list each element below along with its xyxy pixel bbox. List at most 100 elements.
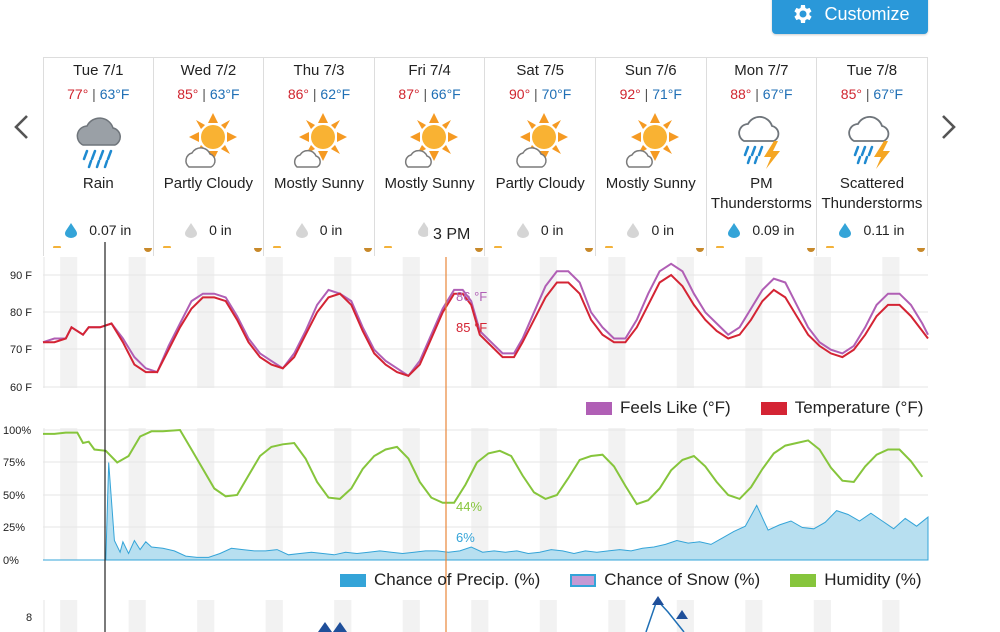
legend-swatch-precip	[340, 573, 366, 587]
y-tick-label: 75%	[3, 457, 25, 469]
y-tick-label: 70 F	[10, 344, 32, 356]
precip-row: 0.09 in	[707, 222, 817, 238]
night-band	[745, 257, 763, 388]
legend-feels-like[interactable]: Feels Like (°F)	[586, 398, 731, 418]
day-card[interactable]: Sat 7/5 90° | 70°F Partly Cloudy 0 in	[485, 58, 596, 256]
day-date: Sat 7/5	[516, 62, 564, 79]
day-card[interactable]: Mon 7/7 88° | 67°F PM Thunderstorms 0.09 in	[707, 58, 818, 256]
thunderstorm-icon	[848, 115, 891, 169]
night-band	[334, 257, 352, 388]
series-temperature-line[interactable]	[43, 273, 929, 377]
legend-precip[interactable]: Chance of Precip. (%)	[340, 570, 540, 590]
raindrop-icon	[839, 222, 852, 238]
precip-row: 0 in	[485, 222, 595, 238]
raindrop-icon	[516, 222, 529, 238]
day-card[interactable]: Fri 7/4 87° | 66°F Mostly Sunny	[375, 58, 486, 256]
legend-snow[interactable]: Chance of Snow (%)	[570, 570, 760, 590]
sun-event-markers	[162, 246, 262, 252]
night-band	[60, 257, 78, 388]
day-card[interactable]: Sun 7/6 92° | 71°F Mostly Sunny 0 in	[596, 58, 707, 256]
day-card[interactable]: Tue 7/8 85° | 67°F Scattered Thunderstorms…	[817, 58, 928, 256]
temperature-legend: Feels Like (°F) Temperature (°F)	[556, 398, 923, 418]
precip-row: 0 in	[154, 222, 264, 238]
precip-amount: 0 in	[540, 222, 564, 238]
day-card[interactable]: Wed 7/2 85° | 63°F Partly Cloudy 0 in	[154, 58, 265, 256]
wind-arrow-icon	[333, 622, 347, 632]
temp-low: 62°F	[320, 86, 351, 102]
precip-amount: 0.07 in	[89, 222, 132, 238]
night-band	[745, 600, 763, 632]
raindrop-icon	[417, 222, 430, 237]
night-band	[128, 257, 146, 388]
chevron-left-icon[interactable]	[10, 113, 34, 141]
panel-edge	[43, 428, 45, 560]
day-date: Mon 7/7	[734, 62, 789, 79]
temp-high: 90°	[509, 86, 531, 102]
mostly-sunny-icon	[294, 113, 348, 168]
legend-humidity[interactable]: Humidity (%)	[790, 570, 922, 590]
sun-event-markers	[715, 246, 815, 252]
panel-edge	[43, 257, 45, 388]
sun-event-markers	[53, 246, 152, 252]
chevron-right-icon[interactable]	[936, 113, 960, 141]
precip-value: 6%	[456, 530, 475, 545]
series-precip-area[interactable]	[43, 462, 929, 561]
customize-label: Customize	[824, 3, 910, 24]
temp-high: 92°	[619, 86, 641, 102]
day-condition: PM Thunderstorms	[710, 175, 812, 212]
day-temps: 87° | 66°F	[398, 86, 461, 102]
day-condition: Partly Cloudy	[163, 175, 253, 192]
temp-high: 88°	[730, 86, 752, 102]
wind-arrow-icon	[652, 596, 664, 605]
partly-cloudy-icon	[184, 113, 237, 168]
day-condition: Mostly Sunny	[605, 175, 696, 192]
day-card[interactable]: Tue 7/1 77° | 63°F Rain 0.07 in	[43, 58, 154, 256]
night-band	[608, 600, 626, 632]
night-band	[60, 428, 78, 560]
y-tick-label: 8	[26, 612, 32, 624]
temp-high: 87°	[398, 86, 420, 102]
night-band	[60, 600, 78, 632]
day-condition: Partly Cloudy	[495, 175, 585, 192]
night-band	[813, 257, 831, 388]
night-band	[265, 428, 283, 560]
customize-button[interactable]: Customize	[772, 0, 928, 34]
night-band	[334, 600, 352, 632]
precip-row: 0.07 in	[44, 222, 153, 238]
temp-low: 70°F	[541, 86, 572, 102]
night-band	[882, 600, 900, 632]
day-temps: 85° | 67°F	[840, 86, 904, 102]
day-date: Sun 7/6	[624, 62, 677, 79]
precip-amount: 0 in	[319, 222, 343, 238]
night-band	[813, 600, 831, 632]
night-band	[539, 428, 557, 560]
night-band	[334, 428, 352, 560]
night-band	[471, 257, 489, 388]
day-date: Wed 7/2	[180, 62, 237, 79]
night-band	[265, 600, 283, 632]
partly-cloudy-icon	[516, 113, 569, 168]
night-band	[128, 600, 146, 632]
thunderstorm-icon	[737, 115, 780, 169]
night-band	[676, 257, 694, 388]
precip-row: 0 in	[596, 222, 706, 238]
humidity-value: 44%	[456, 499, 482, 514]
legend-label: Feels Like (°F)	[620, 398, 731, 417]
day-date: Fri 7/4	[408, 62, 451, 79]
night-band	[813, 428, 831, 560]
raindrop-icon	[728, 222, 741, 238]
legend-label: Chance of Snow (%)	[604, 570, 761, 589]
precip-row	[375, 222, 485, 237]
day-card[interactable]: Thu 7/3 86° | 62°F Mostly Sunny 0 in	[264, 58, 375, 256]
temp-low: 63°F	[99, 86, 130, 102]
precip-amount: 0 in	[651, 222, 675, 238]
precip-amount: 0.11 in	[863, 222, 905, 238]
temp-low: 66°F	[431, 86, 461, 102]
series-feels-like-line[interactable]	[42, 262, 929, 378]
legend-temperature[interactable]: Temperature (°F)	[760, 398, 923, 418]
night-band	[197, 600, 215, 632]
raindrop-icon	[295, 222, 308, 238]
raindrop-icon	[627, 222, 640, 238]
series-humidity-line[interactable]	[43, 428, 924, 506]
night-band	[608, 428, 626, 560]
